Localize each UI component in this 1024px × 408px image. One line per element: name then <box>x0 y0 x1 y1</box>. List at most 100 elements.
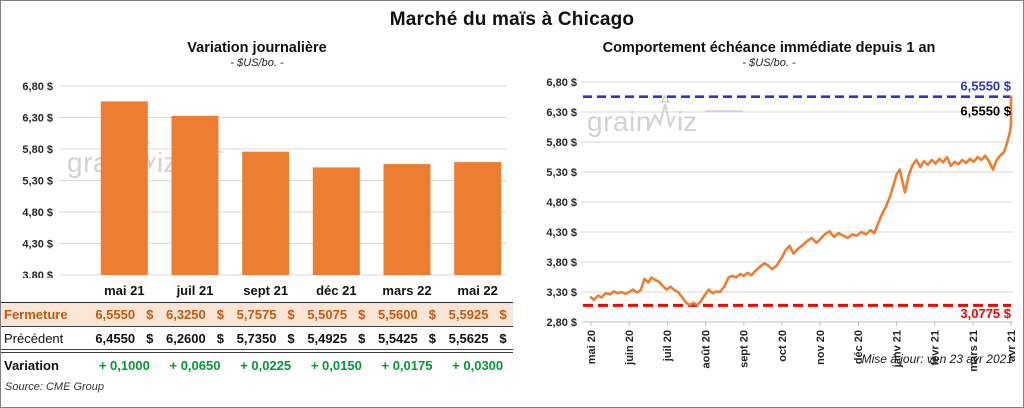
y-axis-label: 6,30 $ <box>22 112 53 124</box>
column-header-juil-21: juil 21 <box>176 282 214 298</box>
daily-variation-panel: Variation journalière - $US/bo. - 6,80 $… <box>1 37 513 393</box>
table-row-precedent: Précédent 6,4550 $6,2600 $ 5,7350 $5,4925 $5,5… <box>1 327 513 353</box>
table-cell: 5,5075 $ <box>301 307 372 322</box>
column-header-mai-21: mai 21 <box>104 282 145 298</box>
cell-value: 5,5600 <box>377 307 418 322</box>
y-axis-label: 5,30 $ <box>546 167 577 179</box>
bar-mars 22 <box>383 164 431 275</box>
high-value-label: 6,5550 $ <box>960 79 1011 94</box>
cell-value: + 0,0300 <box>452 358 504 373</box>
y-axis-label: 5,30 $ <box>22 175 53 187</box>
x-axis-label: oct 20 <box>777 330 789 362</box>
source-note: Source: CME Group <box>5 381 105 393</box>
cell-value: 5,7575 <box>236 307 277 322</box>
y-axis-label: 6,30 $ <box>546 107 577 119</box>
x-axis-label: nov 20 <box>815 330 827 365</box>
y-axis-label: 3,80 $ <box>22 270 53 278</box>
cell-value: 5,5425 <box>377 330 418 346</box>
table-cell: 5,4925 $ <box>301 331 372 346</box>
x-axis-label: janv 21 <box>891 330 903 368</box>
watermark-text: iz <box>677 106 697 137</box>
line-chart-title: Comportement échéance immédiate depuis 1… <box>602 40 936 56</box>
x-axis-label: févr 21 <box>930 330 942 365</box>
table-cell: 6,2600 $ <box>160 331 231 346</box>
cell-value: + 0,0175 <box>381 358 433 373</box>
bar-mai 21 <box>100 101 148 276</box>
cell-unit: $ <box>428 330 436 346</box>
cell-unit: $ <box>216 307 224 322</box>
x-axis-label: sept 20 <box>739 330 751 368</box>
column-header-sept-21: sept 21 <box>243 282 289 298</box>
y-axis-label: 3,30 $ <box>546 287 577 299</box>
y-axis-label: 4,80 $ <box>546 197 577 209</box>
cell-value: + 0,0150 <box>310 358 362 373</box>
cell-unit: $ <box>358 307 366 322</box>
cell-unit: $ <box>216 330 224 346</box>
watermark-zigzag <box>648 103 676 129</box>
table-cell: 5,5625 $ <box>442 331 513 346</box>
table-cell: + 0,0150 <box>301 358 372 373</box>
x-axis-label: déc 20 <box>853 330 865 364</box>
cell-value: 6,3250 <box>165 307 206 322</box>
column-header-mars-22: mars 22 <box>382 282 432 298</box>
cell-value: 6,4550 <box>95 330 136 346</box>
cell-unit: $ <box>287 330 295 346</box>
cell-value: + 0,0650 <box>169 358 221 373</box>
y-axis-label: 4,80 $ <box>22 207 53 219</box>
cell-unit: $ <box>499 307 507 322</box>
table-cell: + 0,0650 <box>160 358 231 373</box>
update-note: Mise à jour: ven 23 avr 2021 <box>861 352 1013 366</box>
y-axis-label: 5,80 $ <box>546 137 577 149</box>
bar-chart: 6,80 $ 6,30 $ 5,80 $ 5,30 $ 4,80 $ 4,30 $ 3,80… <box>22 81 507 278</box>
row-label: Précédent <box>4 330 64 346</box>
column-header-déc-21: déc 21 <box>316 282 357 298</box>
x-axis-label: mars 21 <box>968 330 980 372</box>
table-cell: 6,4550 $ <box>89 331 160 346</box>
y-axis-label: 6,80 $ <box>546 77 577 89</box>
table-header-row: mai 21 juil 21 sept 21 déc 21 mars 22 mai 22 <box>1 278 513 303</box>
price-table: mai 21 juil 21 sept 21 déc 21 mars 22 mai 22 F… <box>1 278 513 378</box>
page-title: Marché du maïs à Chicago <box>389 9 635 30</box>
cell-unit: $ <box>358 330 366 346</box>
row-label: Variation <box>4 358 59 373</box>
x-axis-label: avr 21 <box>1006 330 1018 362</box>
bar-déc 21 <box>312 167 360 275</box>
cell-value: 5,7350 <box>236 330 277 346</box>
bar-mai 22 <box>454 162 502 275</box>
y-axis-label: 2,80 $ <box>546 317 577 329</box>
y-axis-label: 4,30 $ <box>22 238 53 250</box>
cell-unit: $ <box>287 307 295 322</box>
y-axis-label: 3,80 $ <box>546 257 577 269</box>
y-axis-label: 6,80 $ <box>22 81 53 93</box>
cell-value: 5,5925 <box>448 307 489 322</box>
cell-value: 5,4925 <box>307 330 348 346</box>
line-chart-subtitle: - $US/bo. - <box>742 57 796 69</box>
row-label: Fermeture <box>4 307 68 322</box>
table-cell: + 0,0300 <box>442 358 513 373</box>
table-cell: 5,7575 $ <box>230 307 301 322</box>
cell-unit: $ <box>146 330 154 346</box>
x-axis-label: mai 20 <box>586 330 598 364</box>
y-axis-label: 5,80 $ <box>22 144 53 156</box>
table-row-fermeture: Fermeture 6,5550 $6,3250 $5,7575 $5,5075 $5,5… <box>1 303 513 327</box>
cell-value: + 0,1000 <box>98 358 150 373</box>
bar-chart-subtitle: - $US/bo. - <box>230 57 284 69</box>
cell-value: 5,5625 <box>448 330 489 346</box>
last-value-label: 6,5550 $ <box>960 104 1011 119</box>
low-value-label: 3,0775 $ <box>960 306 1011 321</box>
bar-sept 21 <box>242 151 290 275</box>
line-chart: 6,80 $ 6,30 $ 5,80 $ 5,30 $ 4,80 $ 4,30 $ 3,80… <box>546 77 1018 372</box>
table-cell: 6,3250 $ <box>160 307 231 322</box>
watermark-triangle <box>659 94 671 103</box>
table-cell: + 0,1000 <box>89 358 160 373</box>
watermark-text: grain <box>587 106 652 137</box>
x-axis-label: juin 20 <box>624 330 636 366</box>
front-month-panel: Comportement échéance immédiate depuis 1… <box>513 37 1023 373</box>
cell-value: 6,5550 <box>95 307 136 322</box>
column-header-mai-22: mai 22 <box>457 282 498 298</box>
cell-value: 5,5075 <box>307 307 348 322</box>
cell-value: + 0,0225 <box>240 358 292 373</box>
table-cell: 6,5550 $ <box>89 307 160 322</box>
table-cell: 5,5600 $ <box>372 307 443 322</box>
